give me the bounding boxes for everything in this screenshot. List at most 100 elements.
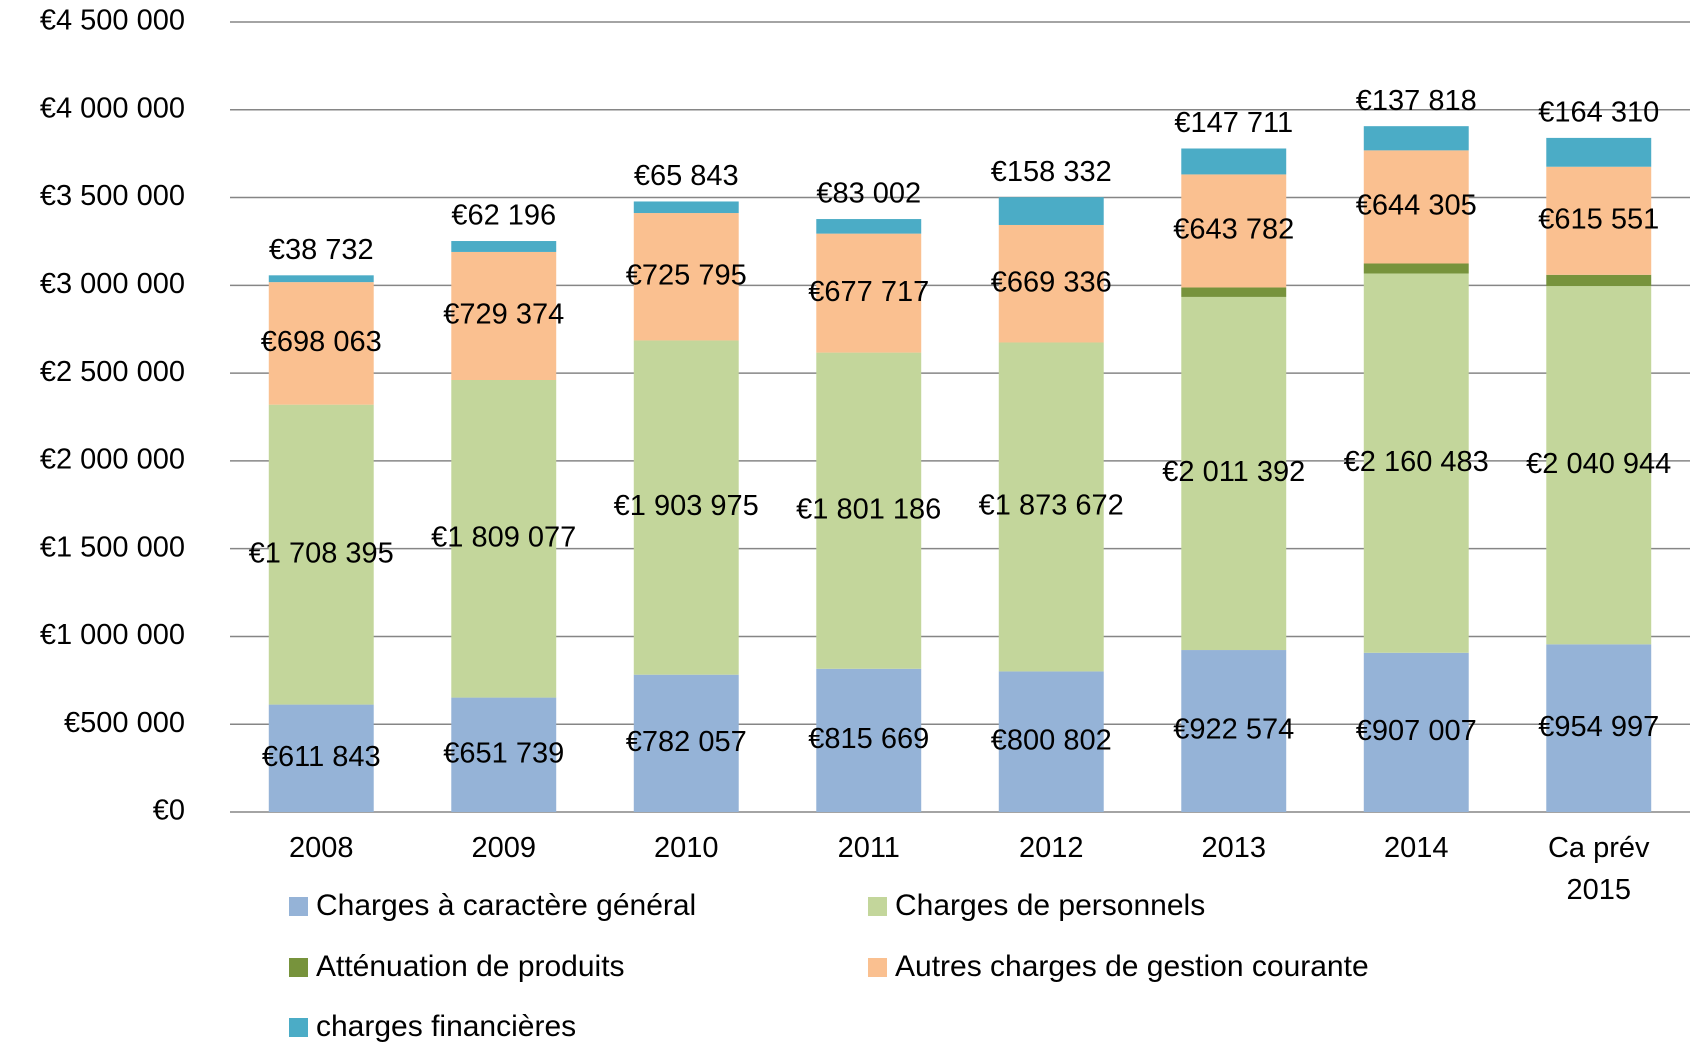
bar-segment [998,224,1104,343]
bar-segment [1546,286,1652,645]
y-tick-label: €1 000 000 [40,619,185,651]
legend-swatch [289,957,308,977]
bar-segment [998,671,1104,812]
data-label: €1 708 395 [249,537,394,569]
data-label: €164 310 [1538,97,1659,129]
legend-swatch [868,957,887,977]
bar-segment [1181,148,1287,175]
bar-segment [1363,263,1469,274]
data-label: €1 903 975 [614,490,759,522]
data-label: €729 374 [443,299,564,331]
data-label: €2 160 483 [1344,446,1489,478]
x-tick-label: 2010 [653,832,719,864]
y-tick-label: €3 000 000 [40,268,185,300]
bar-segment [268,275,374,283]
data-label: €147 711 [1174,107,1293,139]
data-label: €158 332 [991,156,1112,188]
bar-segment [1546,274,1652,287]
legend-swatch [289,896,308,916]
data-label: €725 795 [626,259,747,291]
data-label: €643 782 [1173,214,1294,246]
x-tick-label: Ca prév 2015 [1547,832,1650,906]
legend-label: Charges à caractère général [316,889,697,922]
legend-label: Atténuation de produits [316,950,625,983]
bar-segment [633,201,739,214]
x-tick-label: 2014 [1383,832,1449,864]
bar-segment [451,379,557,698]
data-label: €922 574 [1173,714,1294,746]
y-tick-label: €0 [153,795,185,827]
y-tick-label: €4 000 000 [40,92,185,124]
bar-segment [1363,652,1469,812]
bar-segment [1546,137,1652,167]
bar-segment [633,340,739,675]
legend-item: Atténuation de produits [289,947,625,987]
bar-segment [1363,126,1469,151]
x-tick-label: 2012 [1018,832,1084,864]
bar-segment [1181,174,1287,288]
data-label: €677 717 [808,276,929,308]
bar-segment [451,697,557,812]
data-label: €651 739 [443,737,564,769]
y-tick-label: €1 500 000 [40,531,185,563]
bar-segment [816,219,922,234]
y-tick-label: €2 000 000 [40,444,185,476]
data-label: €65 843 [634,160,739,192]
bar-segment [633,213,739,341]
x-tick-label: 2011 [837,832,900,864]
data-label: €615 551 [1538,203,1659,235]
bar-segment [816,233,922,353]
data-label: €62 196 [451,200,556,232]
legend-swatch [289,1017,308,1037]
data-label: €907 007 [1356,715,1477,747]
y-tick-label: €2 500 000 [40,356,185,388]
bar-segment [1181,650,1287,812]
x-tick-label: 2008 [288,832,354,864]
data-label: €1 809 077 [431,521,576,553]
legend-label: Autres charges de gestion courante [895,950,1369,983]
bar-segment [1363,150,1469,264]
bar-segment [998,197,1104,225]
bar-segment [268,282,374,405]
data-label: €1 873 672 [979,490,1124,522]
y-tick-label: €500 000 [64,707,185,739]
data-label: €2 040 944 [1526,448,1671,480]
bar-segment [816,352,922,669]
legend-label: Charges de personnels [895,889,1206,922]
data-label: €83 002 [816,178,921,210]
y-tick-label: €4 500 000 [40,5,185,37]
bar-segment [268,704,374,812]
data-label: €669 336 [991,266,1112,298]
bar-segment [451,241,557,252]
legend-label: charges financières [316,1010,577,1043]
bar-segment [633,674,739,812]
data-label: €38 732 [269,234,374,266]
legend-swatch [868,896,887,916]
data-label: €698 063 [261,326,382,358]
bar-segment [451,251,557,380]
data-label: €644 305 [1356,190,1477,222]
bar-segment [998,342,1104,672]
data-label: €815 669 [808,723,929,755]
bar-segment [1546,644,1652,812]
legend-item: Charges de personnels [868,886,1205,926]
bar-segment [1181,296,1287,651]
data-label: €2 011 392 [1162,456,1305,488]
x-tick-label: 2009 [471,832,536,864]
x-tick-label: 2013 [1201,832,1266,864]
bar-segment [1546,166,1652,275]
bar-segment [268,404,374,705]
legend-item: Autres charges de gestion courante [868,947,1369,987]
y-tick-label: €3 500 000 [40,180,185,212]
legend-item: Charges à caractère général [289,886,696,926]
data-label: €782 057 [626,726,747,758]
legend-item: charges financières [289,1007,576,1045]
bar-segment [1181,287,1287,297]
data-label: €954 997 [1538,711,1659,743]
bar-segment [816,668,922,812]
data-label: €800 802 [991,724,1112,756]
data-label: €611 843 [262,741,381,773]
data-label: €1 801 186 [796,493,941,525]
